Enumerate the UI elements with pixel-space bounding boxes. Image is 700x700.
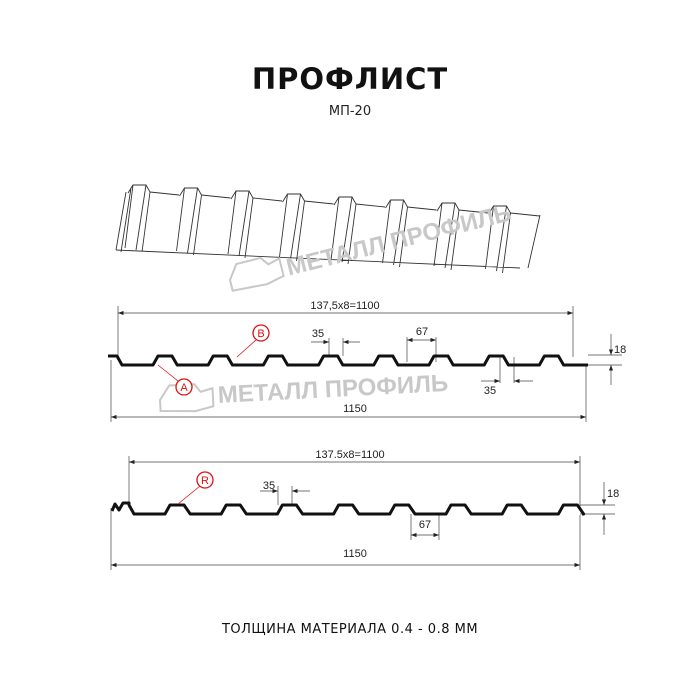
trough-width-label: 67: [416, 326, 428, 338]
svg-text:R: R: [201, 475, 209, 487]
svg-text:МЕТАЛЛ ПРОФИЛЬ: МЕТАЛЛ ПРОФИЛЬ: [217, 370, 449, 409]
svg-text:A: A: [180, 382, 188, 394]
trough-width-label: 67: [419, 519, 431, 531]
svg-text:B: B: [257, 328, 264, 340]
height-label: 18: [607, 488, 619, 500]
watermark-1: МЕТАЛЛ ПРОФИЛЬ: [228, 200, 514, 292]
crest-width-bottom-label: 35: [484, 385, 496, 397]
crest-width-label: 35: [263, 480, 275, 492]
profile-b-line: [110, 501, 586, 516]
svg-text:МЕТАЛЛ ПРОФИЛЬ: МЕТАЛЛ ПРОФИЛЬ: [284, 200, 514, 282]
height-label: 18: [614, 344, 626, 356]
total-width-label: 1150: [343, 403, 367, 415]
watermark-2: МЕТАЛЛ ПРОФИЛЬ: [158, 370, 449, 413]
profile-a: 137,5x8=1100 35 67 35 18 1150 B A: [108, 300, 626, 422]
pitch-label: 137,5x8=1100: [310, 300, 379, 312]
marker-r: R: [177, 471, 214, 505]
total-width-label: 1150: [343, 548, 367, 560]
marker-a: A: [157, 364, 193, 396]
crest-width-label: 35: [312, 328, 324, 340]
pitch-label: 137.5x8=1100: [315, 449, 384, 461]
profile-a-line: [108, 354, 588, 367]
material-thickness-note: ТОЛЩИНА МАТЕРИАЛА 0.4 - 0.8 ММ: [221, 622, 479, 637]
profile-b: 137.5x8=1100 35 67 18 1150 R: [110, 449, 619, 570]
sheet-3d-view: [115, 184, 541, 274]
sheet-3d-outline: [115, 184, 541, 274]
page-title: ПРОФЛИСТ: [251, 62, 449, 96]
marker-b: B: [236, 324, 270, 358]
page-subtitle: МП-20: [328, 104, 372, 119]
